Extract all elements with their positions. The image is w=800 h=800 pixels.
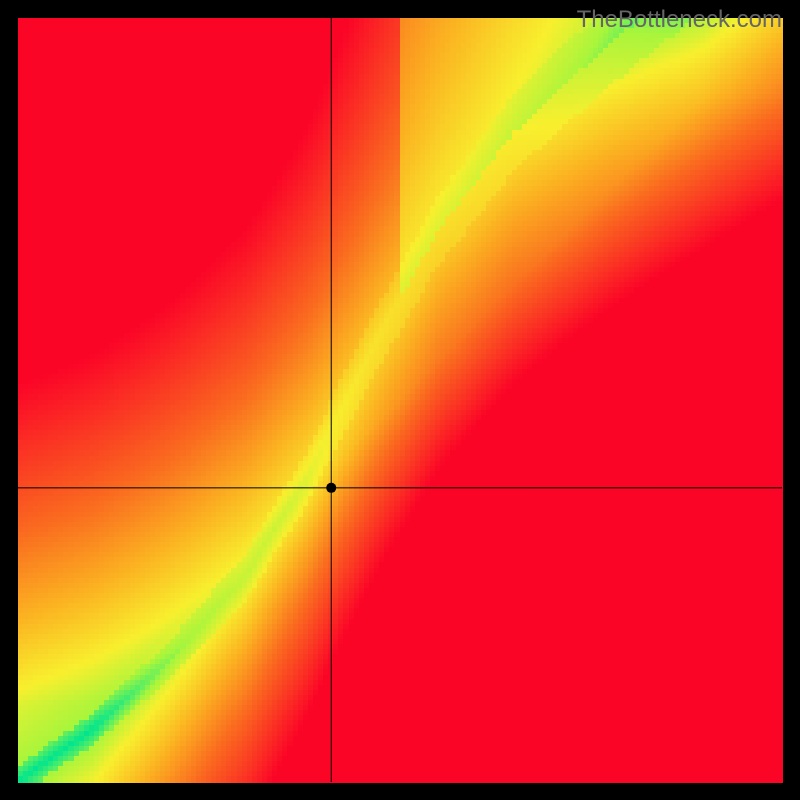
bottleneck-heatmap: [0, 0, 800, 800]
watermark-text: TheBottleneck.com: [577, 6, 782, 34]
